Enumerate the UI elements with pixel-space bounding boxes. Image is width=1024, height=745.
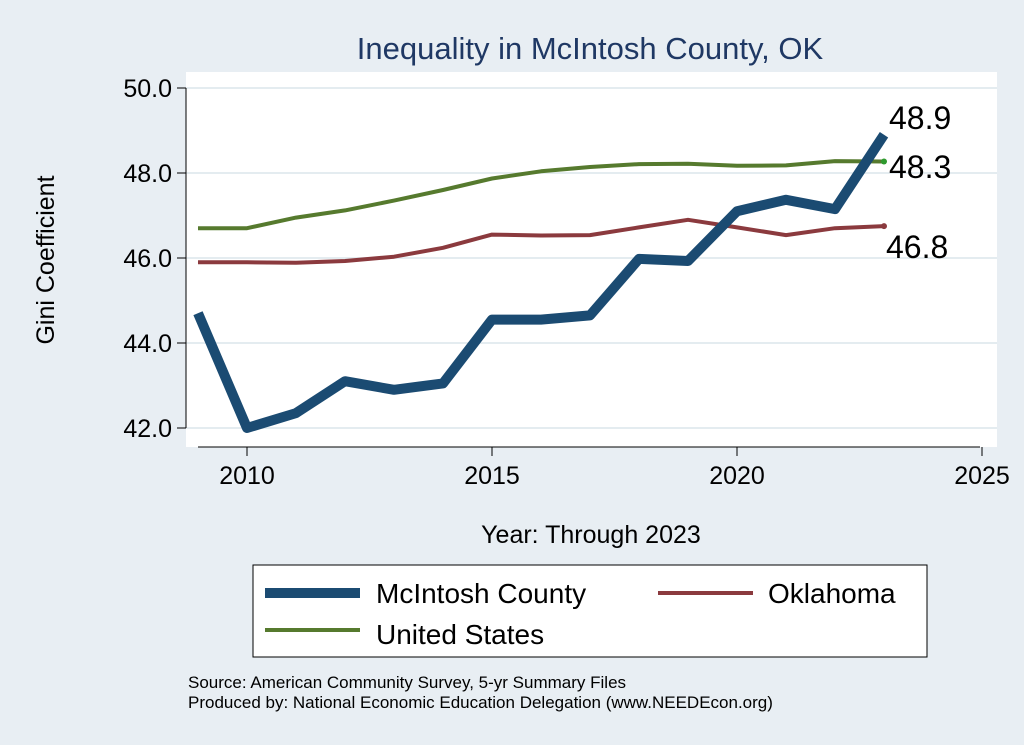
legend-label: Oklahoma	[768, 578, 896, 609]
y-tick-label: 50.0	[123, 75, 172, 103]
y-tick-label: 42.0	[123, 415, 172, 443]
end-marker	[881, 223, 887, 230]
x-tick-label: 2010	[219, 462, 275, 490]
source-line: Source: American Community Survey, 5-yr …	[188, 673, 626, 692]
x-axis-title: Year: Through 2023	[481, 521, 701, 549]
x-tick-label: 2025	[954, 462, 1010, 490]
end-value-label: 48.9	[889, 100, 951, 136]
end-value-label: 48.3	[889, 149, 951, 185]
data-series	[193, 132, 889, 433]
grid-lines	[186, 87, 997, 429]
legend-label: McIntosh County	[376, 578, 586, 609]
end-marker	[881, 158, 887, 165]
end-value-label: 46.8	[886, 229, 948, 265]
axes: 42.0 44.0 46.0 48.0 50.0 2010 2015 2020 2025	[123, 75, 1009, 490]
y-tick-label: 46.0	[123, 245, 172, 273]
y-axis-title: Gini Coefficient	[32, 175, 60, 344]
legend-box	[252, 564, 928, 658]
legend-items: McIntosh County Oklahoma United States	[265, 578, 896, 650]
legend: McIntosh County Oklahoma United States	[252, 564, 928, 658]
x-tick-label: 2020	[709, 462, 765, 490]
chart-title: Inequality in McIntosh County, OK	[357, 31, 824, 66]
y-tick-label: 48.0	[123, 160, 172, 188]
x-tick-label: 2015	[464, 462, 520, 490]
plot-area	[186, 72, 997, 447]
legend-label: United States	[376, 619, 544, 650]
end-labels: 48.9 48.3 46.8	[886, 100, 951, 265]
y-tick-label: 44.0	[123, 330, 172, 358]
produced-by-line: Produced by: National Economic Education…	[188, 693, 773, 712]
